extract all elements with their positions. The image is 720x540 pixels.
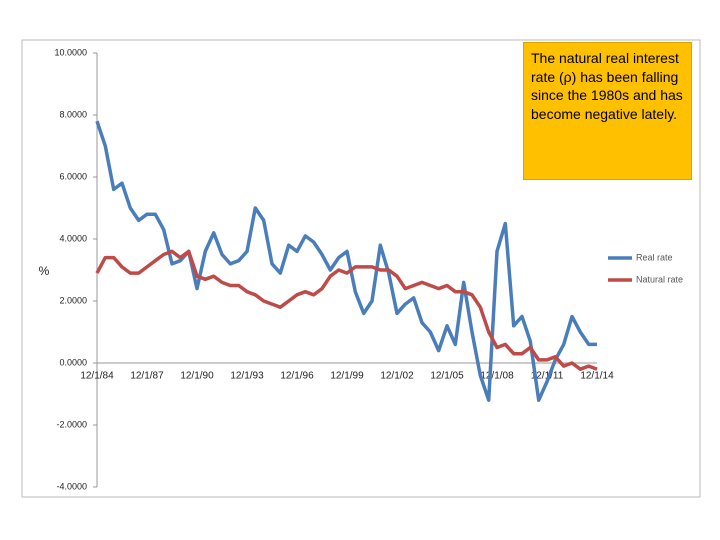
y-tick-label: 8.0000 [59,109,87,119]
x-tick-label: 12/1/87 [130,371,164,382]
x-tick-label: 12/1/90 [180,371,214,382]
legend-label: Natural rate [636,274,683,284]
legend-label: Real rate [636,252,673,262]
x-tick-label: 12/1/05 [430,371,464,382]
y-tick-label: 2.0000 [59,295,87,305]
y-tick-label: -2.0000 [56,419,87,429]
y-tick-label: -4.0000 [56,481,87,491]
line-series [95,249,598,371]
y-tick-label: 0.0000 [59,357,87,367]
x-tick-label: 12/1/02 [380,371,414,382]
x-tick-label: 12/1/93 [230,371,264,382]
annotation: The natural real interest rate (ρ) has b… [523,42,692,180]
y-tick-label: 4.0000 [59,233,87,243]
x-tick-label: 12/1/84 [80,371,114,382]
y-axis-label: % [39,264,50,278]
line-series [95,120,597,402]
x-tick-label: 12/1/14 [580,371,614,382]
y-tick-label: 6.0000 [59,171,87,181]
x-tick-label: 12/1/96 [280,371,314,382]
y-tick-label: 10.0000 [54,47,87,57]
x-tick-label: 12/1/08 [480,371,514,382]
x-tick-label: 12/1/99 [330,371,364,382]
